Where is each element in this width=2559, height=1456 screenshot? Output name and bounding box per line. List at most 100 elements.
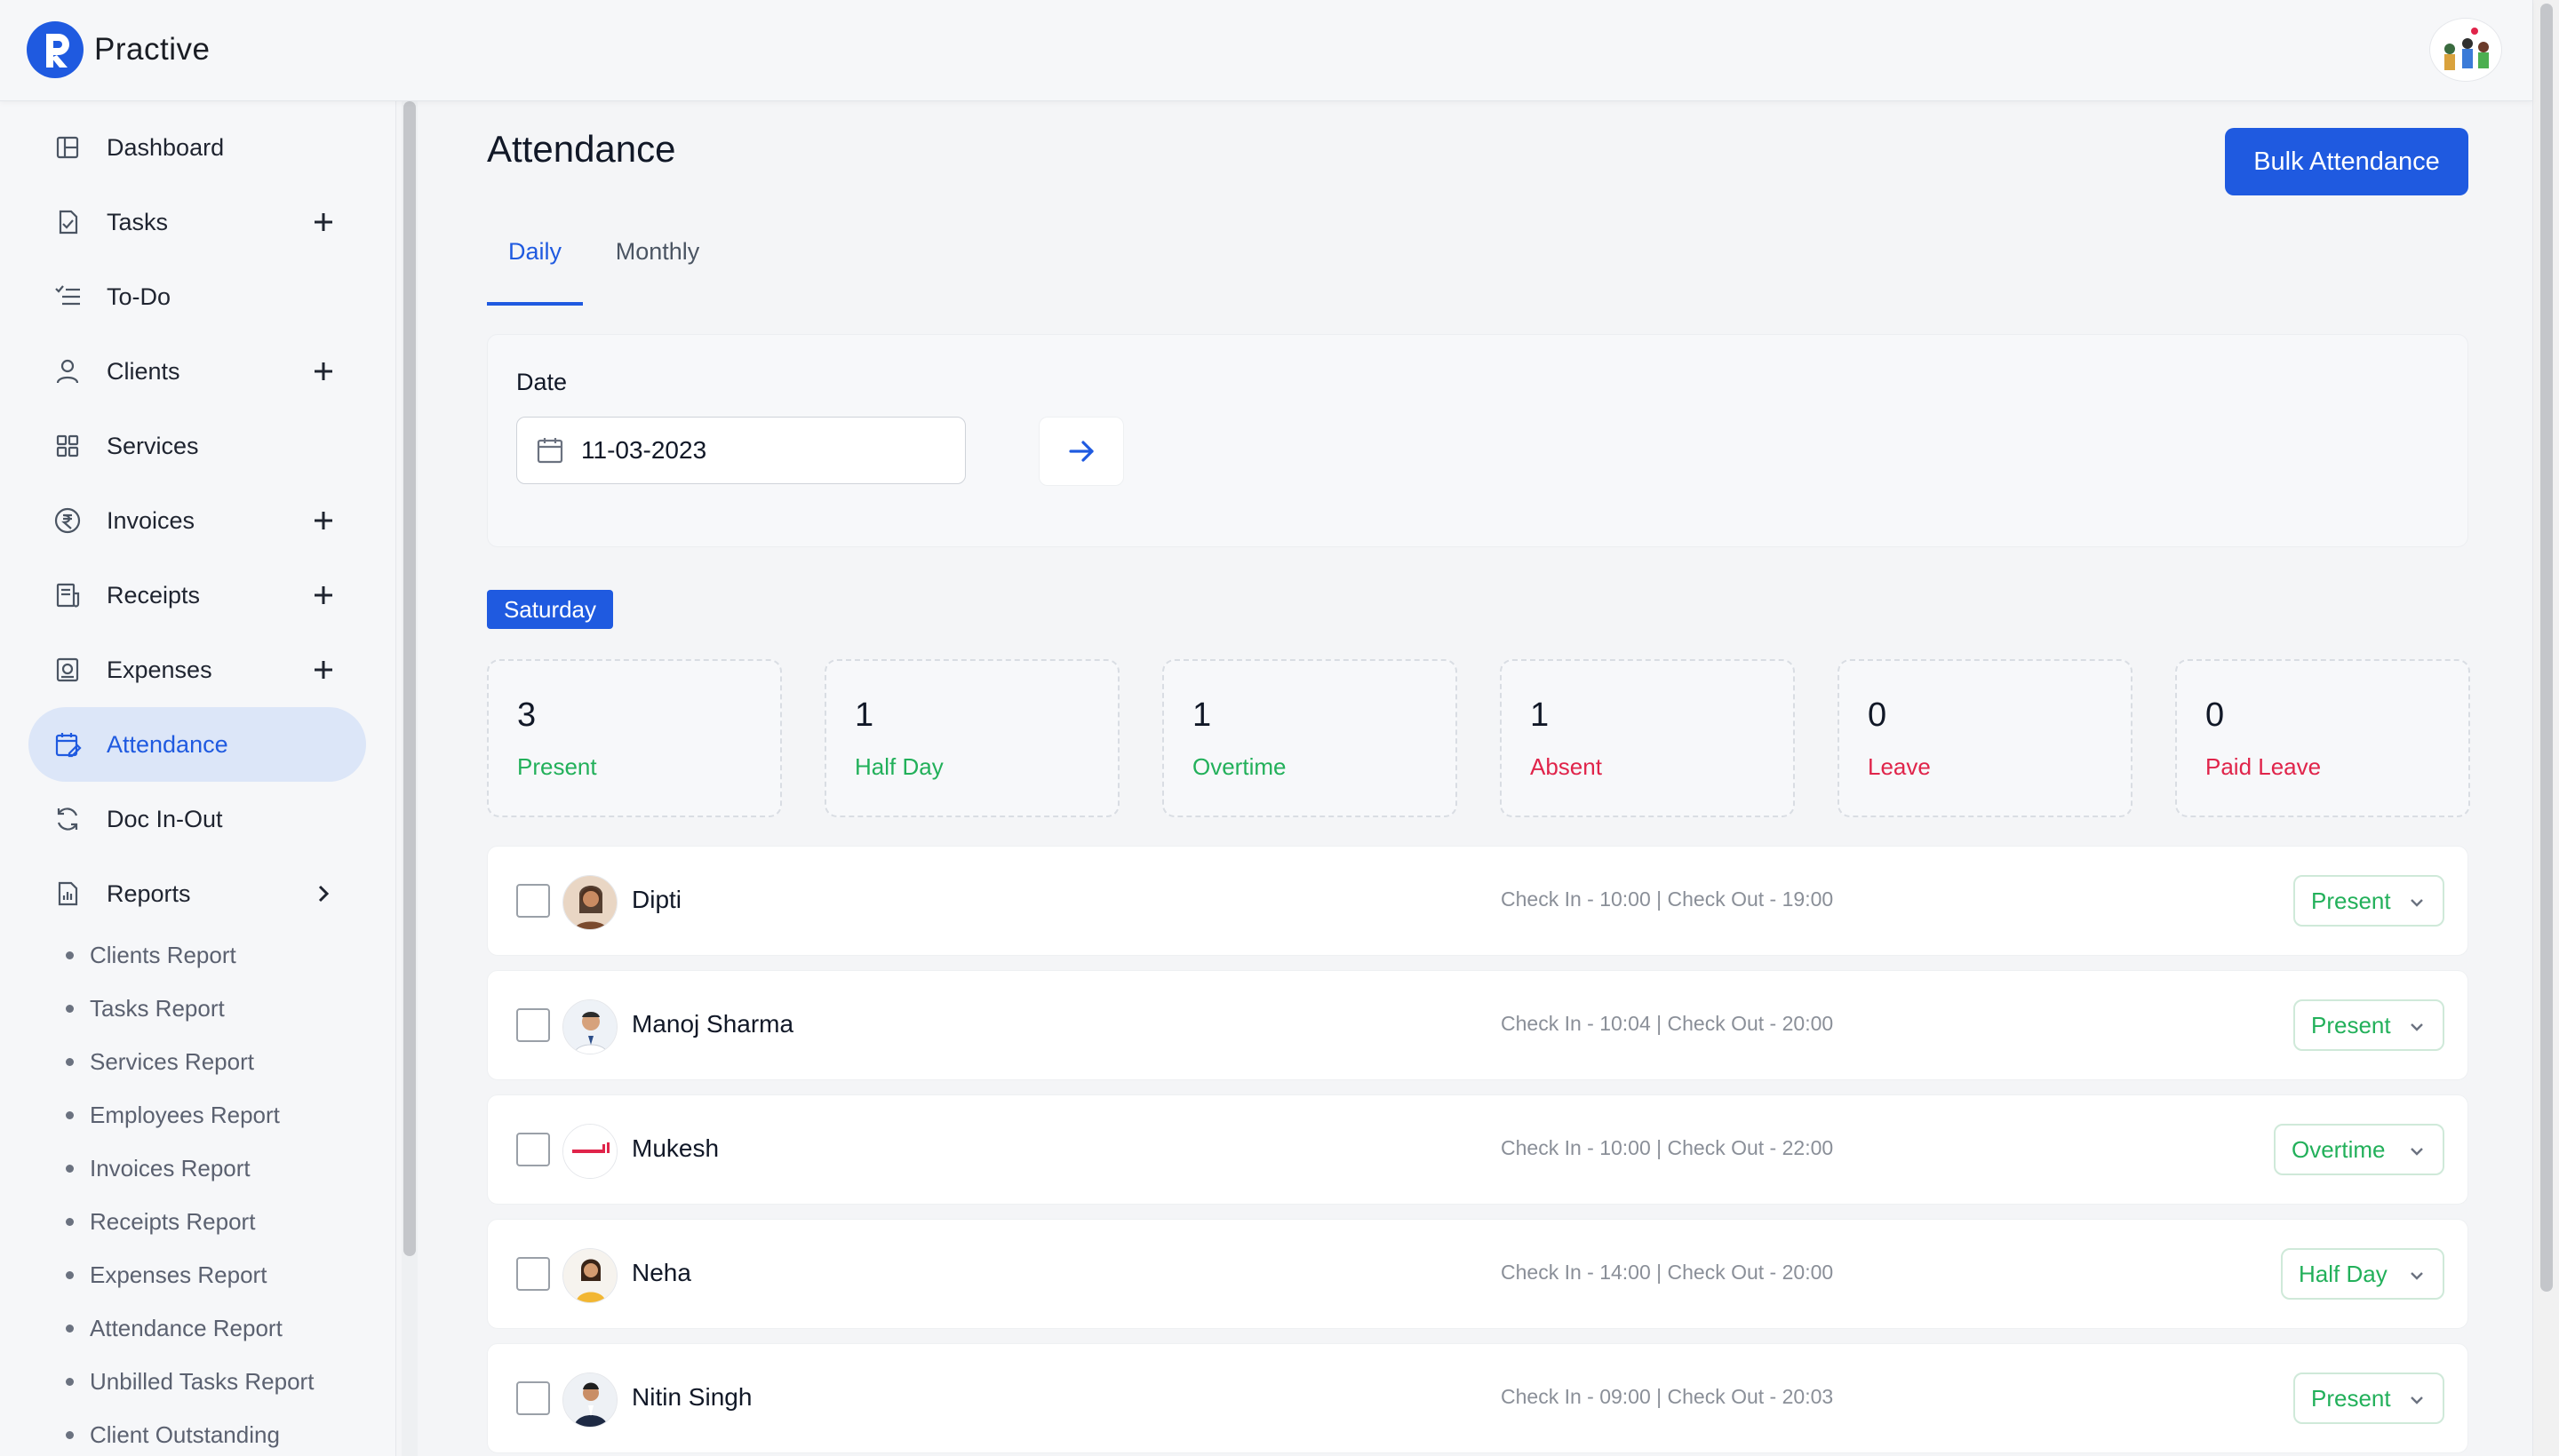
tab-daily[interactable]: Daily bbox=[487, 226, 583, 306]
sidebar-item-dashboard[interactable]: Dashboard bbox=[28, 110, 366, 185]
status-dropdown[interactable]: Half Day bbox=[2281, 1248, 2444, 1300]
logo-mark-icon bbox=[27, 21, 84, 78]
status-value: Present bbox=[2311, 887, 2391, 914]
attendance-tabs: Daily Monthly bbox=[487, 226, 1020, 306]
report-icon bbox=[58, 881, 78, 906]
sidebar-item-receipts[interactable]: Receipts bbox=[28, 558, 366, 633]
top-bar: Practive bbox=[0, 0, 2532, 101]
stat-card-overtime: 1 Overtime bbox=[1162, 659, 1457, 817]
stat-label: Half Day bbox=[855, 753, 944, 780]
report-link-expenses[interactable]: Expenses Report bbox=[66, 1261, 267, 1289]
date-filter-card: Date 11-03-2023 bbox=[487, 334, 2468, 547]
check-in-out-times: Check In - 10:00 | Check Out - 19:00 bbox=[1501, 887, 1834, 911]
stat-value: 0 bbox=[1868, 696, 1887, 734]
employee-row: Neha Check In - 14:00 | Check Out - 20:0… bbox=[487, 1219, 2468, 1329]
status-value: Half Day bbox=[2299, 1260, 2388, 1287]
status-dropdown[interactable]: Present bbox=[2293, 999, 2444, 1051]
chevron-down-icon bbox=[2411, 1148, 2423, 1156]
status-dropdown[interactable]: Present bbox=[2293, 1372, 2444, 1424]
date-value: 11-03-2023 bbox=[581, 436, 707, 464]
stat-value: 3 bbox=[517, 696, 537, 734]
bulk-attendance-button[interactable]: Bulk Attendance bbox=[2225, 128, 2468, 195]
employee-avatar bbox=[562, 999, 618, 1054]
add-receipt-plus-icon[interactable] bbox=[311, 583, 336, 608]
date-label: Date bbox=[516, 369, 568, 395]
report-link-services[interactable]: Services Report bbox=[66, 1048, 254, 1076]
sidebar-item-doc-in-out[interactable]: Doc In-Out bbox=[28, 782, 366, 856]
sidebar-item-attendance[interactable]: Attendance bbox=[28, 707, 366, 782]
stat-value: 1 bbox=[1530, 696, 1550, 734]
page-scrollbar-thumb[interactable] bbox=[2540, 4, 2553, 1292]
grid-icon bbox=[56, 434, 79, 457]
page-title: Attendance bbox=[487, 128, 676, 170]
report-link-client-outstanding[interactable]: Client Outstanding bbox=[66, 1421, 280, 1449]
row-checkbox[interactable] bbox=[516, 884, 550, 918]
report-link-invoices[interactable]: Invoices Report bbox=[66, 1155, 251, 1182]
stat-label: Present bbox=[517, 753, 597, 780]
sidebar-scrollbar[interactable] bbox=[402, 101, 418, 1456]
sidebar-item-label: Reports bbox=[107, 879, 191, 907]
chevron-right-icon[interactable] bbox=[311, 881, 336, 906]
add-expense-plus-icon[interactable] bbox=[311, 657, 336, 682]
sidebar-item-label: Dashboard bbox=[107, 133, 225, 161]
tasks-icon bbox=[59, 210, 78, 235]
status-value: Overtime bbox=[2292, 1135, 2386, 1163]
sidebar-scrollbar-thumb[interactable] bbox=[403, 101, 416, 1256]
page-scrollbar[interactable] bbox=[2532, 0, 2559, 1456]
stat-card-absent: 1 Absent bbox=[1500, 659, 1795, 817]
report-link-label: Receipts Report bbox=[90, 1208, 256, 1235]
calendar-icon bbox=[537, 438, 563, 464]
employee-name: Dipti bbox=[632, 886, 682, 913]
row-checkbox[interactable] bbox=[516, 1257, 550, 1291]
status-dropdown[interactable]: Overtime bbox=[2274, 1124, 2444, 1175]
stat-label: Paid Leave bbox=[2205, 753, 2322, 780]
app-name: Practive bbox=[94, 32, 211, 67]
sidebar-item-expenses[interactable]: Expenses bbox=[28, 633, 366, 707]
chevron-down-icon bbox=[2411, 1272, 2423, 1280]
report-link-tasks[interactable]: Tasks Report bbox=[66, 995, 225, 1022]
employee-row: Nitin Singh Check In - 09:00 | Check Out… bbox=[487, 1343, 2468, 1453]
report-link-employees[interactable]: Employees Report bbox=[66, 1102, 280, 1129]
add-invoice-plus-icon[interactable] bbox=[311, 508, 336, 533]
date-picker-input[interactable]: 11-03-2023 bbox=[516, 417, 966, 484]
report-link-clients[interactable]: Clients Report bbox=[66, 942, 236, 969]
stat-label: Overtime bbox=[1192, 753, 1287, 780]
row-checkbox[interactable] bbox=[516, 1381, 550, 1415]
sidebar-item-clients[interactable]: Clients bbox=[28, 334, 366, 409]
report-link-label: Expenses Report bbox=[90, 1261, 267, 1288]
go-arrow-button[interactable] bbox=[1039, 417, 1124, 486]
report-link-label: Services Report bbox=[90, 1048, 254, 1075]
report-link-label: Employees Report bbox=[90, 1102, 280, 1128]
sidebar-item-label: Doc In-Out bbox=[107, 805, 223, 832]
row-checkbox[interactable] bbox=[516, 1133, 550, 1166]
app-logo[interactable]: Practive bbox=[27, 21, 210, 78]
sidebar-item-invoices[interactable]: Invoices bbox=[28, 483, 366, 558]
status-dropdown[interactable]: Present bbox=[2293, 875, 2444, 927]
add-client-plus-icon[interactable] bbox=[311, 359, 336, 384]
chevron-down-icon bbox=[2411, 1023, 2423, 1031]
rupee-icon bbox=[54, 507, 81, 534]
tab-monthly[interactable]: Monthly bbox=[615, 238, 700, 265]
todo-icon bbox=[55, 285, 80, 306]
chevron-down-icon bbox=[2411, 1396, 2423, 1404]
stat-card-half-day: 1 Half Day bbox=[825, 659, 1120, 817]
employee-avatar bbox=[562, 1124, 618, 1179]
sidebar-item-services[interactable]: Services bbox=[28, 409, 366, 483]
employee-name: Nitin Singh bbox=[632, 1383, 753, 1411]
sidebar-item-reports[interactable]: Reports bbox=[28, 856, 366, 931]
report-link-unbilled-tasks[interactable]: Unbilled Tasks Report bbox=[66, 1368, 314, 1396]
sidebar-item-tasks[interactable]: Tasks bbox=[28, 185, 366, 259]
sidebar-item-label: Attendance bbox=[107, 730, 228, 758]
report-link-receipts[interactable]: Receipts Report bbox=[66, 1208, 255, 1236]
employee-avatar bbox=[562, 1248, 618, 1303]
check-in-out-times: Check In - 09:00 | Check Out - 20:03 bbox=[1501, 1385, 1834, 1408]
add-task-plus-icon[interactable] bbox=[311, 210, 336, 235]
row-checkbox[interactable] bbox=[516, 1008, 550, 1042]
sidebar-item-label: Tasks bbox=[107, 208, 169, 235]
sidebar-item-todo[interactable]: To-Do bbox=[28, 259, 366, 334]
report-link-attendance[interactable]: Attendance Report bbox=[66, 1315, 283, 1342]
stat-card-present: 3 Present bbox=[487, 659, 782, 817]
day-badge: Saturday bbox=[487, 590, 613, 629]
user-avatar[interactable] bbox=[2429, 18, 2502, 82]
stat-value: 0 bbox=[2205, 696, 2225, 734]
